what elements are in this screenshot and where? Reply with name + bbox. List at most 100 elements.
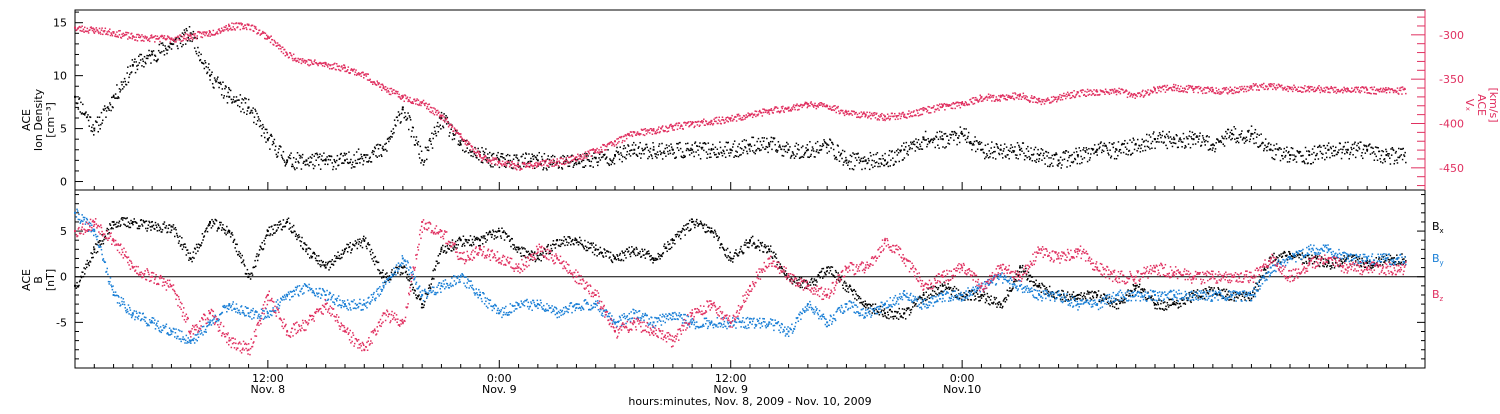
data-dot: [656, 130, 658, 132]
data-dot: [137, 228, 139, 230]
data-dot: [358, 243, 360, 245]
data-dot: [798, 149, 800, 151]
data-point: [170, 26, 191, 49]
data-dot: [105, 28, 107, 30]
data-dot: [986, 96, 988, 98]
data-dot: [714, 154, 716, 156]
data-dot: [1211, 91, 1213, 93]
data-dot: [195, 253, 197, 255]
data-dot: [1329, 92, 1331, 94]
data-dot: [1003, 150, 1005, 152]
data-dot: [1199, 135, 1201, 137]
data-dot: [1024, 159, 1026, 161]
data-dot: [96, 122, 98, 124]
data-dot: [1079, 163, 1081, 165]
data-point-marker: [1289, 154, 1291, 156]
data-dot: [1281, 85, 1283, 87]
data-dot: [619, 159, 621, 161]
data-dot: [648, 150, 650, 152]
data-dot: [860, 116, 862, 118]
data-dot: [931, 138, 933, 140]
data-dot: [780, 110, 782, 112]
data-dot: [1041, 104, 1043, 106]
data-dot: [181, 40, 183, 42]
data-dot: [104, 30, 106, 32]
data-dot: [126, 84, 128, 86]
data-dot: [508, 161, 510, 163]
data-dot: [193, 37, 195, 39]
data-dot: [990, 96, 992, 98]
data-dot: [263, 32, 265, 33]
data-dot: [916, 146, 918, 148]
data-point-marker: [730, 117, 732, 119]
data-dot: [348, 244, 350, 246]
data-dot: [719, 117, 721, 119]
data-dot: [470, 155, 472, 157]
data-dot: [1107, 150, 1109, 152]
data-dot: [196, 244, 198, 246]
data-dot: [1170, 87, 1172, 89]
data-dot: [531, 153, 533, 155]
data-dot: [265, 129, 267, 131]
data-point-marker: [1270, 149, 1272, 151]
data-dot: [1405, 93, 1407, 95]
data-dot: [652, 158, 654, 160]
data-dot: [115, 224, 117, 226]
data-dot: [1245, 141, 1247, 143]
data-dot: [1300, 87, 1302, 89]
data-dot: [1289, 161, 1291, 163]
data-dot: [1178, 91, 1180, 93]
data-dot: [782, 146, 784, 148]
data-dot: [161, 43, 163, 45]
data-dot: [233, 241, 235, 243]
data-dot: [90, 117, 92, 119]
data-dot: [160, 52, 162, 54]
data-dot: [869, 169, 871, 171]
data-dot: [296, 233, 298, 235]
data-dot: [1162, 85, 1164, 87]
data-dot: [513, 158, 515, 160]
data-dot: [324, 66, 326, 68]
data-dot: [235, 243, 237, 245]
data-dot: [969, 104, 971, 106]
data-dot: [1273, 145, 1275, 147]
data-dot: [222, 227, 224, 229]
data-dot: [574, 163, 576, 165]
data-point: [1270, 143, 1291, 162]
data-dot: [250, 278, 252, 280]
data-dot: [785, 151, 787, 153]
data-dot: [240, 253, 242, 255]
data-dot: [884, 165, 886, 167]
data-dot: [258, 254, 260, 256]
data-dot: [801, 156, 803, 158]
data-dot: [854, 113, 856, 115]
data-dot: [449, 135, 451, 137]
data-dot: [98, 31, 100, 33]
data-dot: [311, 157, 313, 159]
data-dot: [816, 151, 818, 153]
top-right-tick-label: -300: [1439, 29, 1464, 42]
data-dot: [701, 120, 703, 122]
data-dot: [1215, 93, 1217, 95]
data-dot: [1276, 143, 1278, 145]
data-dot: [795, 155, 797, 157]
data-dot: [689, 125, 691, 127]
data-dot: [711, 123, 713, 125]
data-dot: [809, 141, 811, 143]
data-dot: [1175, 143, 1177, 145]
data-dot: [330, 64, 332, 66]
data-point: [1308, 85, 1329, 93]
data-point-marker: [325, 159, 327, 161]
data-dot: [1146, 134, 1148, 136]
data-dot: [1314, 159, 1316, 161]
data-dot: [385, 149, 387, 151]
data-dot: [263, 240, 265, 242]
data-dot: [468, 152, 470, 154]
data-dot: [279, 221, 281, 223]
data-dot: [396, 116, 398, 118]
data-dot: [472, 151, 474, 153]
data-dot: [1151, 90, 1153, 92]
data-dot: [638, 146, 640, 148]
data-dot: [1392, 88, 1394, 90]
data-dot: [780, 146, 782, 148]
